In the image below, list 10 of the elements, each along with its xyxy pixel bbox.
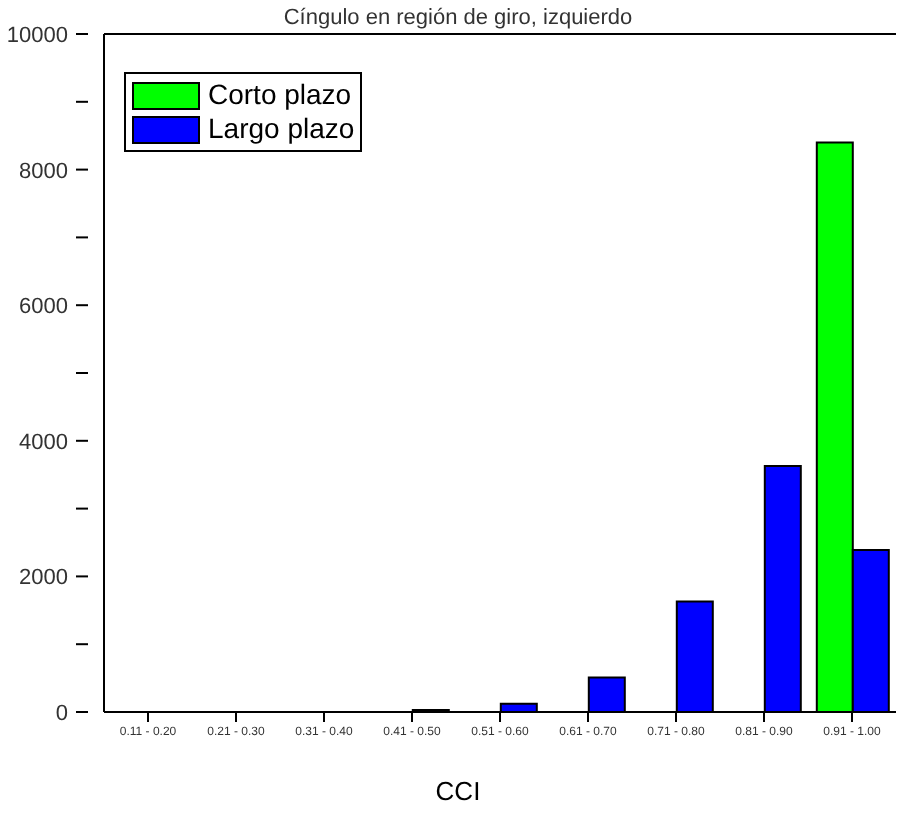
y-tick-label: 2000 xyxy=(19,566,68,591)
y-tick-label: 4000 xyxy=(19,430,68,455)
x-axis-title: CCI xyxy=(433,776,483,806)
y-tick-label: 6000 xyxy=(19,295,68,320)
legend-label: Largo plazo xyxy=(206,112,355,146)
y-tick-label: 10000 xyxy=(6,24,68,48)
y-tick-label: 0 xyxy=(55,702,68,726)
chart-title: Cíngulo en región de giro, izquierdo xyxy=(283,6,633,30)
legend-label: Corto plazo xyxy=(206,78,354,112)
y-tick-label: 8000 xyxy=(19,159,68,184)
